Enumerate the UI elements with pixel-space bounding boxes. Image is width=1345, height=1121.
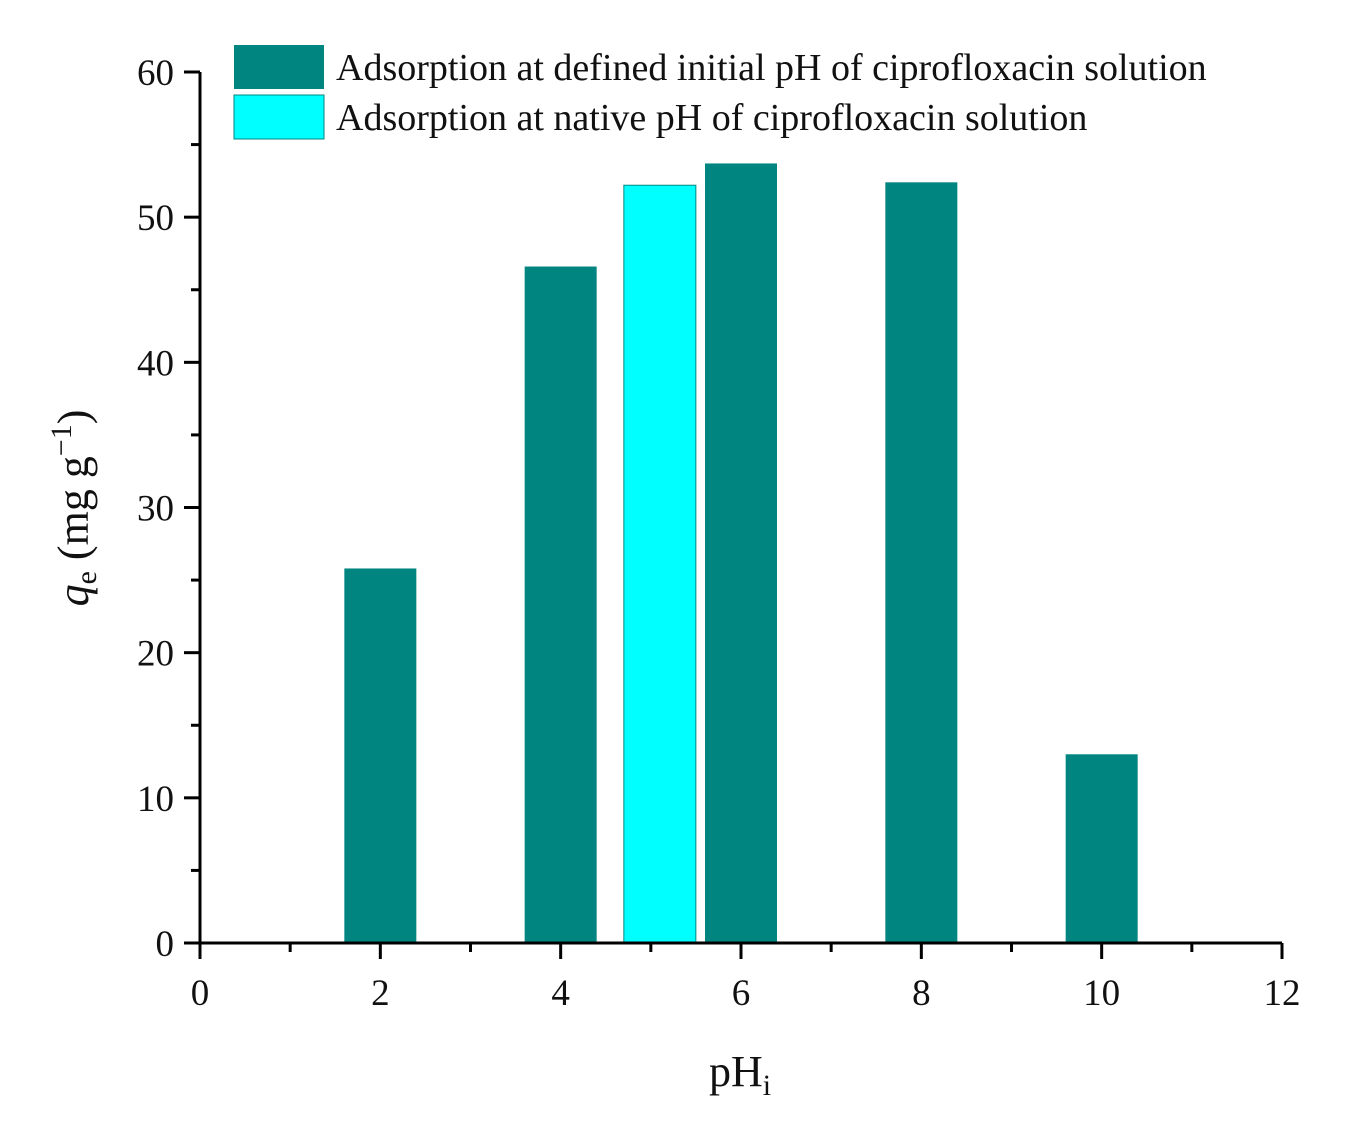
y-axis-title: qe (mg g−1) [45, 410, 103, 607]
legend-swatch-series2 [233, 94, 325, 140]
ticks-layer: 0 10 20 30 40 50 60 0 2 4 6 8 10 12 [137, 53, 1301, 1014]
y-tick-label: 20 [137, 634, 174, 675]
bar-series1-x2 [344, 568, 417, 943]
x-axis-title: pHi [709, 1047, 771, 1102]
y-axis-title-subscript: e [70, 571, 103, 584]
x-axis-title-text: pHi [709, 1047, 771, 1102]
x-tick-label: 2 [371, 973, 390, 1014]
x-tick-label: 10 [1083, 973, 1120, 1014]
x-tick-label: 12 [1264, 973, 1301, 1014]
bars-layer [344, 163, 1138, 944]
y-axis-title-units: (mg g [49, 456, 98, 571]
x-tick-label: 6 [732, 973, 751, 1014]
bar-series2-x5_1 [623, 184, 697, 944]
y-tick-label: 60 [137, 53, 174, 94]
y-axis-title-superscript: −1 [45, 424, 78, 456]
y-axis-title-units-close: ) [49, 410, 98, 425]
y-axis-title-text: qe (mg g−1) [45, 410, 103, 607]
bar-series1-x6 [705, 163, 777, 943]
y-tick-label: 30 [137, 489, 174, 530]
x-axis-title-subscript: i [763, 1069, 771, 1102]
y-tick-label: 50 [137, 198, 174, 239]
legend-label-series2: Adsorption at native pH of ciprofloxacin… [336, 97, 1087, 139]
bar-series1-x8 [885, 182, 958, 943]
legend: Adsorption at defined initial pH of cipr… [233, 45, 1207, 140]
bar-series1-x4 [524, 266, 597, 944]
bar-series1-x10 [1065, 754, 1138, 943]
legend-swatch-series1 [234, 45, 324, 89]
x-tick-label: 0 [191, 973, 210, 1014]
y-tick-label: 0 [156, 924, 175, 965]
y-tick-label: 10 [137, 779, 174, 820]
x-tick-label: 4 [551, 973, 570, 1014]
x-axis-title-main: pH [709, 1047, 763, 1096]
x-tick-label: 8 [912, 973, 931, 1014]
legend-label-series1: Adsorption at defined initial pH of cipr… [336, 47, 1207, 89]
y-axis-title-symbol: q [49, 584, 98, 606]
y-tick-label: 40 [137, 343, 174, 384]
